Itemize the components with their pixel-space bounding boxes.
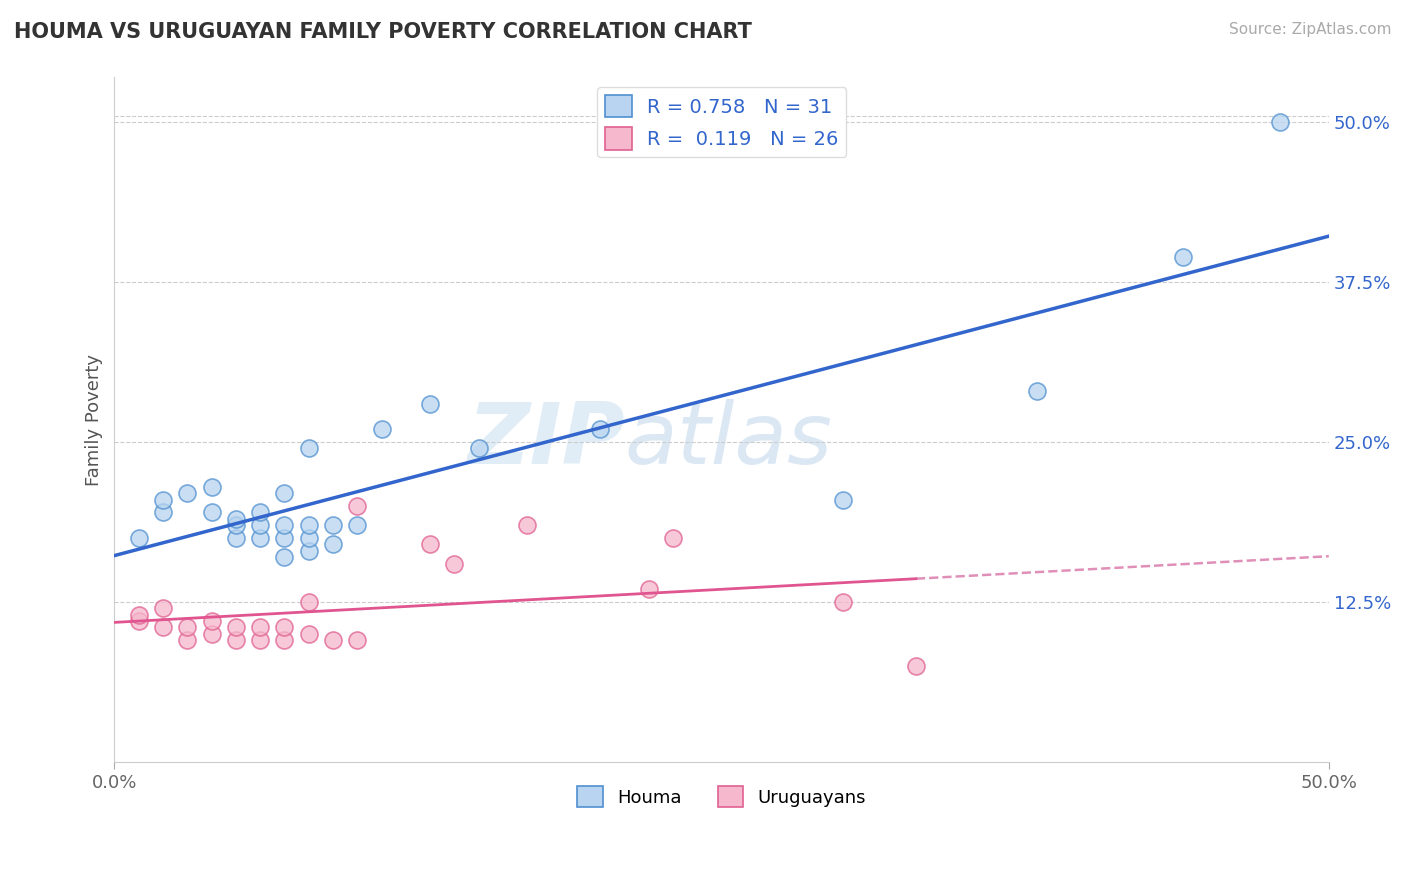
Point — [225, 633, 247, 648]
Point — [152, 601, 174, 615]
Point — [176, 633, 198, 648]
Point — [273, 531, 295, 545]
Point — [200, 614, 222, 628]
Point — [200, 505, 222, 519]
Point — [176, 486, 198, 500]
Legend: Houma, Uruguayans: Houma, Uruguayans — [569, 779, 873, 814]
Text: HOUMA VS URUGUAYAN FAMILY POVERTY CORRELATION CHART: HOUMA VS URUGUAYAN FAMILY POVERTY CORREL… — [14, 22, 752, 42]
Point — [298, 442, 321, 456]
Point — [443, 557, 465, 571]
Point — [273, 620, 295, 634]
Point — [249, 620, 271, 634]
Point — [249, 531, 271, 545]
Text: atlas: atlas — [624, 399, 832, 482]
Point — [298, 531, 321, 545]
Point — [200, 480, 222, 494]
Y-axis label: Family Poverty: Family Poverty — [86, 353, 103, 485]
Point — [273, 633, 295, 648]
Text: ZIP: ZIP — [467, 399, 624, 482]
Point — [346, 518, 368, 533]
Point — [273, 518, 295, 533]
Point — [200, 627, 222, 641]
Point — [225, 531, 247, 545]
Point — [589, 422, 612, 436]
Point — [298, 627, 321, 641]
Point — [249, 505, 271, 519]
Point — [128, 531, 150, 545]
Point — [832, 492, 855, 507]
Point — [152, 505, 174, 519]
Point — [1270, 115, 1292, 129]
Point — [516, 518, 538, 533]
Point — [225, 512, 247, 526]
Point — [249, 633, 271, 648]
Point — [298, 595, 321, 609]
Point — [298, 543, 321, 558]
Point — [1026, 384, 1049, 398]
Point — [176, 620, 198, 634]
Point — [225, 518, 247, 533]
Text: Source: ZipAtlas.com: Source: ZipAtlas.com — [1229, 22, 1392, 37]
Point — [298, 518, 321, 533]
Point — [249, 518, 271, 533]
Point — [662, 531, 685, 545]
Point — [322, 633, 344, 648]
Point — [419, 537, 441, 551]
Point — [273, 550, 295, 565]
Point — [832, 595, 855, 609]
Point — [322, 537, 344, 551]
Point — [273, 486, 295, 500]
Point — [225, 620, 247, 634]
Point — [467, 442, 489, 456]
Point — [346, 499, 368, 513]
Point — [322, 518, 344, 533]
Point — [904, 658, 927, 673]
Point — [346, 633, 368, 648]
Point — [128, 607, 150, 622]
Point — [637, 582, 659, 596]
Point — [370, 422, 392, 436]
Point — [152, 492, 174, 507]
Point — [152, 620, 174, 634]
Point — [1171, 250, 1194, 264]
Point — [419, 396, 441, 410]
Point — [128, 614, 150, 628]
